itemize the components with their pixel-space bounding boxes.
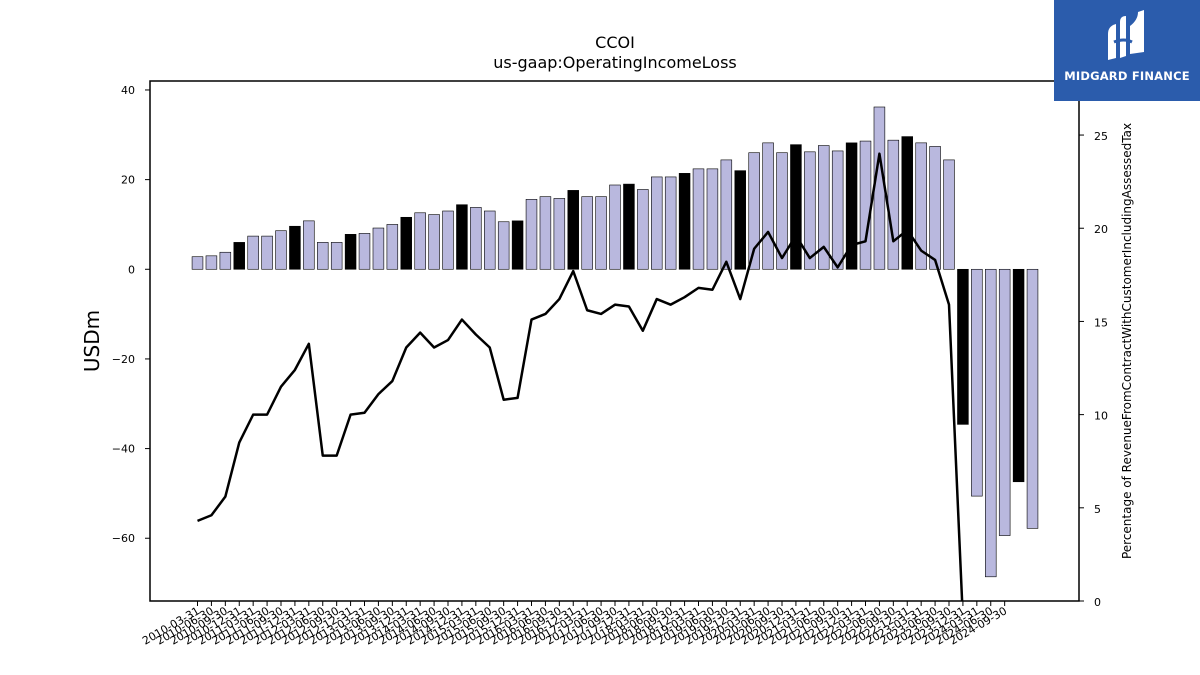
bar xyxy=(191,256,204,270)
y-tick-label: −40 xyxy=(112,443,135,456)
bar xyxy=(901,136,913,270)
bar xyxy=(400,216,412,270)
y2-tick-label: 10 xyxy=(1094,410,1108,423)
bar xyxy=(539,196,552,270)
bar xyxy=(1026,268,1039,529)
bar xyxy=(929,146,941,270)
bar xyxy=(205,255,218,270)
bar xyxy=(804,151,816,270)
bar xyxy=(511,220,524,270)
bar xyxy=(330,242,343,270)
logo: MIDGARD FINANCE xyxy=(1054,0,1200,101)
bar xyxy=(442,210,454,270)
bar xyxy=(525,199,538,270)
bar xyxy=(748,152,760,270)
bar xyxy=(734,170,746,270)
logo-text: MIDGARD FINANCE xyxy=(1064,69,1190,83)
y-axis-left: −60 −40 −20 0 20 40 xyxy=(112,84,150,545)
bar xyxy=(609,184,621,270)
bar xyxy=(497,221,510,270)
bar xyxy=(818,145,830,270)
chart-title: CCOI xyxy=(595,33,635,52)
bar xyxy=(372,227,385,270)
bar xyxy=(289,225,301,270)
bar xyxy=(692,168,705,270)
bar xyxy=(470,207,482,270)
bar xyxy=(915,142,927,270)
y-tick-label: 40 xyxy=(121,84,135,97)
bar xyxy=(664,176,677,270)
bar xyxy=(456,204,468,270)
y2-tick-label: 25 xyxy=(1094,130,1108,143)
series-line xyxy=(197,152,964,601)
bar xyxy=(1012,268,1025,483)
bar xyxy=(553,198,566,270)
bar xyxy=(985,268,997,578)
line-series xyxy=(197,152,964,601)
bar xyxy=(637,189,649,270)
x-axis: 2010-03-312010-06-302010-09-302010-12-31… xyxy=(140,601,1009,648)
bar xyxy=(873,106,886,270)
bar xyxy=(887,139,900,270)
bar xyxy=(219,251,232,270)
logo-mark-icon xyxy=(1108,10,1144,60)
bar xyxy=(233,242,245,270)
bar xyxy=(275,230,287,270)
bar xyxy=(706,168,719,270)
bar xyxy=(623,183,635,270)
bar xyxy=(567,190,579,270)
y-tick-label: 20 xyxy=(121,174,135,187)
bar xyxy=(831,150,844,270)
bar xyxy=(261,235,273,270)
y2-tick-label: 5 xyxy=(1094,503,1101,516)
y-tick-label: 0 xyxy=(128,263,135,276)
bar xyxy=(845,142,858,270)
bar xyxy=(998,268,1011,536)
bar xyxy=(247,235,259,270)
bar xyxy=(595,196,607,270)
bar xyxy=(344,234,357,270)
bar xyxy=(414,212,426,270)
y-axis-right: 0 5 10 15 20 25 xyxy=(1079,130,1108,609)
y2-tick-label: 20 xyxy=(1094,223,1108,236)
bar xyxy=(957,268,969,425)
bar-series xyxy=(191,106,1039,578)
bar xyxy=(651,176,663,270)
bar xyxy=(776,152,788,270)
bar xyxy=(358,233,371,270)
chart-subtitle: us-gaap:OperatingIncomeLoss xyxy=(493,53,737,72)
y-tick-label: −20 xyxy=(112,353,135,366)
bar xyxy=(581,196,593,270)
bar xyxy=(762,142,774,270)
y2-tick-label: 0 xyxy=(1094,596,1101,609)
bar xyxy=(386,224,399,270)
bar xyxy=(484,210,496,270)
bar xyxy=(303,220,315,270)
bar xyxy=(317,242,329,270)
y-axis-label: USDm xyxy=(80,310,104,372)
bar xyxy=(428,214,440,270)
bar xyxy=(943,159,955,270)
bar xyxy=(859,140,872,270)
bar xyxy=(678,173,691,270)
y-tick-label: −60 xyxy=(112,532,135,545)
bar xyxy=(720,159,733,270)
bar xyxy=(971,268,983,497)
y2-axis-label: Percentage of RevenueFromContractWithCus… xyxy=(1120,123,1134,559)
y2-tick-label: 15 xyxy=(1094,316,1108,329)
bar xyxy=(790,144,802,270)
